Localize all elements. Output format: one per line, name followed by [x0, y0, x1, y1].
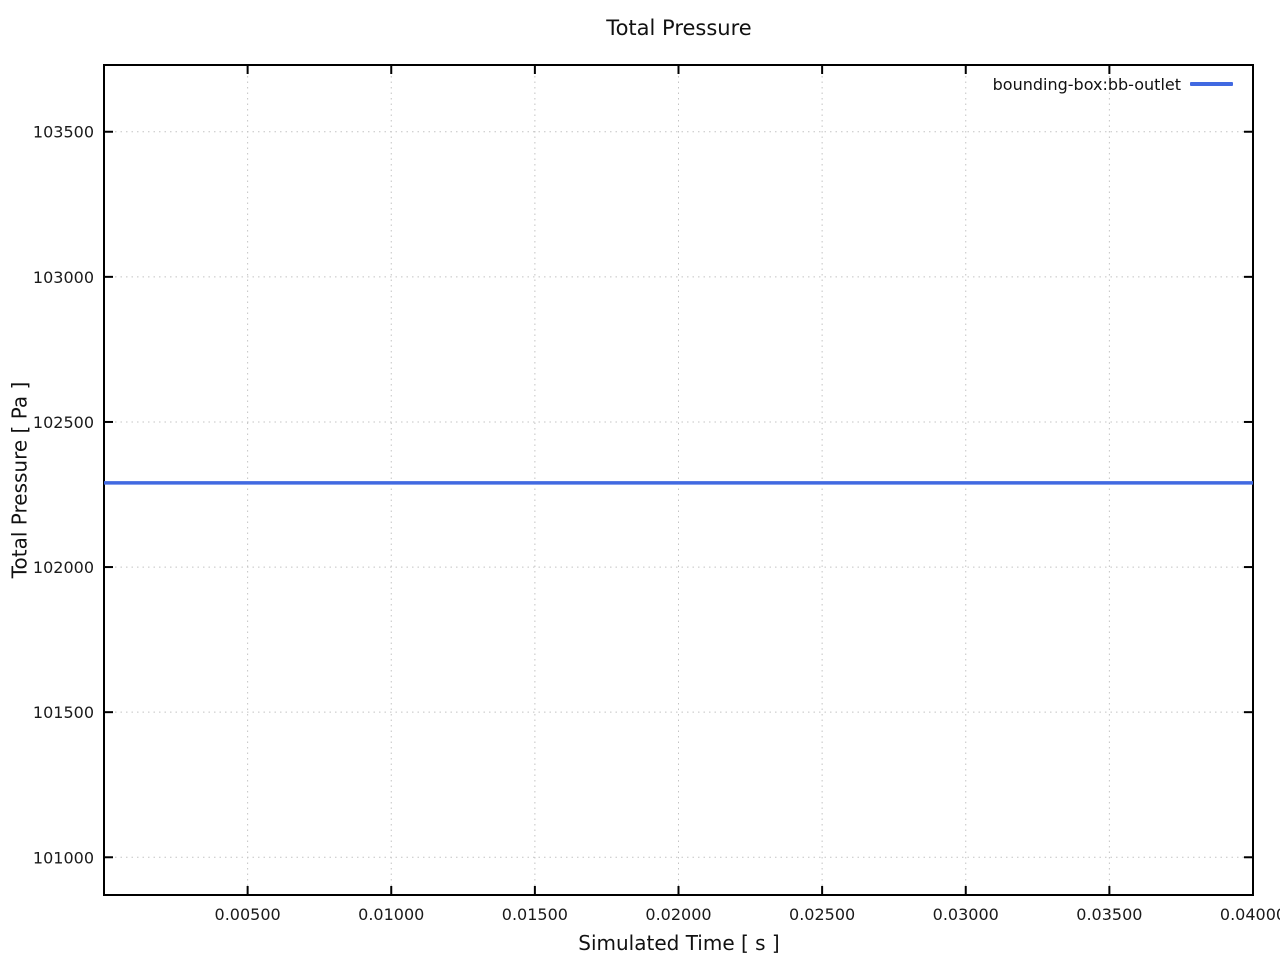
x-tick-label: 0.00500	[215, 905, 281, 924]
y-tick-label: 102000	[33, 558, 94, 577]
y-tick-label: 102500	[33, 413, 94, 432]
y-tick-label: 103000	[33, 268, 94, 287]
x-tick-label: 0.03000	[933, 905, 999, 924]
y-tick-label: 101000	[33, 848, 94, 867]
y-tick-label: 101500	[33, 703, 94, 722]
legend-series-label: bounding-box:bb-outlet	[992, 74, 1181, 94]
plot-border	[103, 64, 1254, 896]
x-tick-label: 0.01500	[502, 905, 568, 924]
legend-line-sample	[1190, 82, 1233, 86]
x-tick-label: 0.01000	[358, 905, 424, 924]
chart-title: Total Pressure	[606, 16, 752, 40]
x-tick-label: 0.04000	[1220, 905, 1280, 924]
x-tick-label: 0.03500	[1076, 905, 1142, 924]
legend: bounding-box:bb-outlet	[993, 74, 1233, 94]
x-tick-label: 0.02500	[789, 905, 855, 924]
x-axis-label: Simulated Time [ s ]	[578, 931, 780, 955]
x-tick-label: 0.02000	[645, 905, 711, 924]
y-tick-label: 103500	[33, 123, 94, 142]
